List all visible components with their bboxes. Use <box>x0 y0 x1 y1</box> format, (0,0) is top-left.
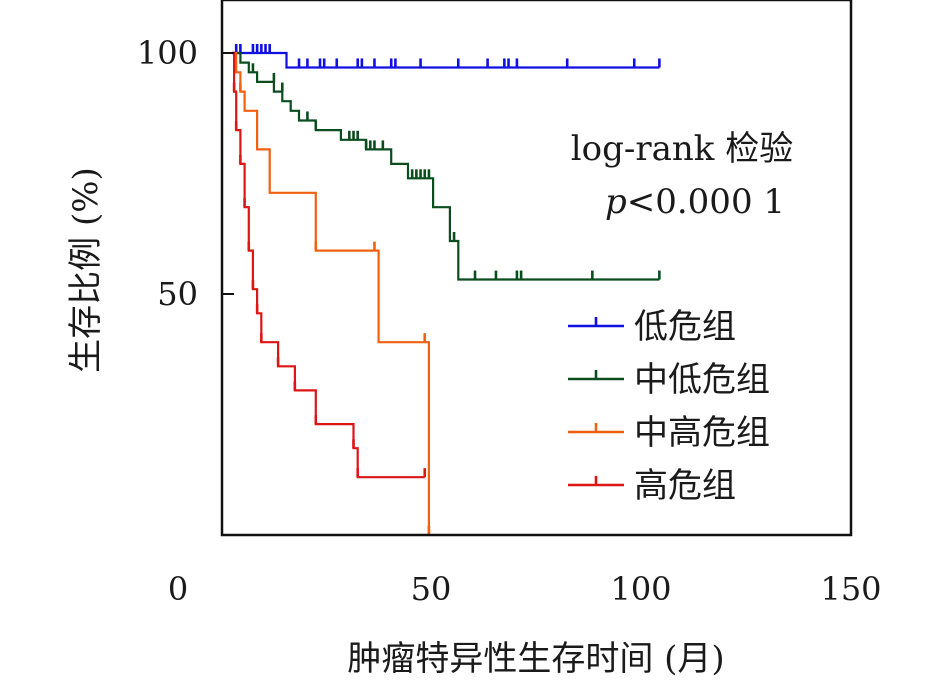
series-4 <box>232 51 427 479</box>
legend-label: 中低危组 <box>634 360 770 400</box>
survival-curves <box>232 44 661 535</box>
p-symbol: p <box>605 182 627 222</box>
legend-item-3: 中高危组 <box>568 413 770 453</box>
legend-label: 中高危组 <box>634 413 770 453</box>
axis-ticks <box>222 52 234 295</box>
legend-item-2: 中低危组 <box>568 360 770 400</box>
y-tick-label-100: 100 <box>137 34 198 72</box>
legend-label: 低危组 <box>634 307 736 347</box>
series-line-3 <box>232 51 430 535</box>
series-2 <box>232 51 661 281</box>
y-axis-title: 生存比例 (%) <box>66 167 106 373</box>
legend-label: 高危组 <box>634 466 736 506</box>
x-tick-label-150: 150 <box>820 570 881 608</box>
p-value-label: p<0.000 1 <box>605 182 785 222</box>
x-tick-label-100: 100 <box>610 570 671 608</box>
y-tick-label-50: 50 <box>157 275 198 313</box>
x-tick-label-0: 0 <box>168 570 188 608</box>
plot-frame <box>220 0 853 537</box>
legend-item-1: 低危组 <box>568 307 736 347</box>
series-3 <box>232 51 431 535</box>
p-value: <0.000 1 <box>627 182 785 222</box>
series-line-4 <box>232 51 425 479</box>
log-rank-label: log-rank 检验 <box>571 129 793 169</box>
x-tick-label-50: 50 <box>411 570 452 608</box>
series-1 <box>232 44 661 69</box>
series-line-1 <box>232 51 660 69</box>
x-axis-title: 肿瘤特异性生存时间 (月) <box>347 639 724 679</box>
legend-item-4: 高危组 <box>568 466 736 506</box>
